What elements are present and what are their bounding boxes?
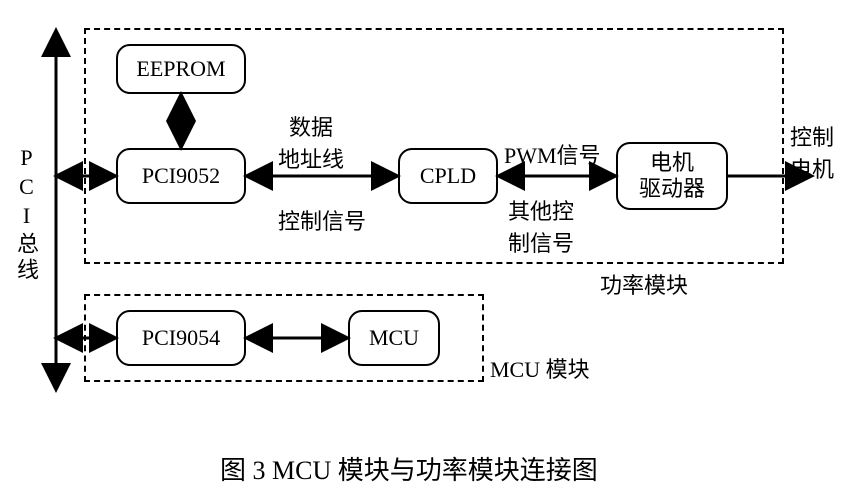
label-ctrl-sig: 控制信号 [278, 204, 366, 236]
node-driver: 电机 驱动器 [616, 142, 728, 210]
node-pci9054-label: PCI9054 [142, 325, 220, 351]
label-other-ctrl: 其他控 制信号 [508, 194, 574, 258]
node-eeprom-label: EEPROM [136, 56, 225, 82]
label-pci-bus: PCI总线 [10, 145, 42, 284]
label-mcu-module: MCU 模块 [490, 352, 590, 384]
figure-caption: 图 3 MCU 模块与功率模块连接图 [220, 450, 598, 487]
node-driver-label: 电机 驱动器 [639, 150, 705, 203]
label-power-module: 功率模块 [600, 268, 688, 300]
label-data-addr: 数据 地址线 [278, 110, 344, 174]
node-mcu: MCU [348, 310, 440, 366]
label-pwm: PWM信号 [504, 138, 601, 170]
label-right-out: 控制 电机 [790, 120, 834, 184]
node-pci9052-label: PCI9052 [142, 163, 220, 189]
node-pci9052: PCI9052 [116, 148, 246, 204]
node-cpld-label: CPLD [420, 163, 476, 189]
node-pci9054: PCI9054 [116, 310, 246, 366]
node-cpld: CPLD [398, 148, 498, 204]
node-eeprom: EEPROM [116, 44, 246, 94]
diagram-canvas: EEPROM PCI9052 CPLD 电机 驱动器 PCI9054 MCU 数… [0, 0, 857, 500]
node-mcu-label: MCU [369, 325, 419, 351]
